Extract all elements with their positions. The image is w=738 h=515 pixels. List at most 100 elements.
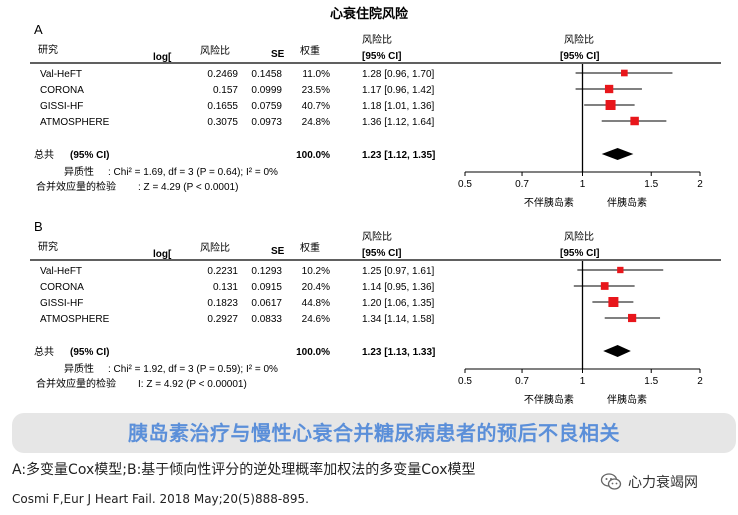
effect-test-text: I: Z = 4.92 (P < 0.00001): [138, 379, 247, 390]
header-ci-bottom: [95% CI]: [362, 248, 401, 259]
study-weight: 24.8%: [302, 117, 330, 128]
x-tick-label: 0.7: [515, 179, 529, 190]
total-ci: 1.23 [1.12, 1.35]: [362, 150, 435, 161]
header-plot-bottom: [95% CI]: [560, 248, 599, 259]
header-study: 研究: [38, 240, 58, 253]
header-se: SE: [271, 49, 285, 60]
study-loghr: 0.3075: [207, 117, 238, 128]
favours-left-label: 不伴胰岛素: [524, 393, 574, 406]
study-loghr: 0.2927: [207, 314, 238, 325]
study-ci: 1.18 [1.01, 1.36]: [362, 101, 435, 112]
header-loghr: log[: [153, 52, 172, 63]
study-ci: 1.28 [0.96, 1.70]: [362, 69, 435, 80]
study-marker: [617, 266, 624, 274]
study-marker: [630, 116, 639, 126]
x-tick-label: 0.5: [458, 376, 472, 387]
figure-title: 心衰住院风险: [330, 6, 409, 21]
study-loghr: 0.131: [213, 282, 238, 293]
total-label: 总共: [34, 345, 54, 358]
study-loghr: 0.157: [213, 85, 238, 96]
study-weight: 11.0%: [302, 69, 330, 80]
study-name: CORONA: [40, 282, 84, 293]
study-weight: 24.6%: [302, 314, 330, 325]
study-ci: 1.20 [1.06, 1.35]: [362, 298, 435, 309]
study-ci: 1.34 [1.14, 1.58]: [362, 314, 435, 325]
total-ci: 1.23 [1.13, 1.33]: [362, 347, 435, 358]
x-tick-label: 2: [697, 376, 703, 387]
study-weight: 23.5%: [302, 85, 330, 96]
brand-watermark: 心力衰竭网: [600, 471, 698, 493]
heterogeneity-label: 异质性: [64, 165, 94, 178]
study-se: 0.0973: [251, 117, 282, 128]
study-name: ATMOSPHERE: [40, 314, 110, 325]
effect-test-text: : Z = 4.29 (P < 0.0001): [138, 182, 238, 193]
header-ci-bottom: [95% CI]: [362, 51, 401, 62]
total-label: 总共: [34, 148, 54, 161]
study-ci: 1.17 [0.96, 1.42]: [362, 85, 435, 96]
citation: Cosmi F,Eur J Heart Fail. 2018 May;20(5)…: [12, 492, 309, 506]
x-tick-label: 1.5: [644, 376, 658, 387]
header-loghr: log[: [153, 249, 172, 260]
total-diamond: [603, 345, 631, 357]
header-weight: 权重: [300, 241, 320, 254]
total-diamond: [601, 148, 634, 160]
study-se: 0.0617: [251, 298, 282, 309]
study-se: 0.0833: [251, 314, 282, 325]
header-plot-top: 风险比: [564, 230, 594, 243]
total-weight: 100.0%: [296, 150, 330, 161]
study-name: Val-HeFT: [40, 266, 82, 277]
brand-name: 心力衰竭网: [628, 475, 698, 491]
heterogeneity-text: : Chi² = 1.69, df = 3 (P = 0.64); I² = 0…: [108, 167, 278, 178]
study-marker: [621, 69, 628, 77]
study-weight: 40.7%: [302, 101, 330, 112]
study-weight: 44.8%: [302, 298, 330, 309]
study-ci: 1.36 [1.12, 1.64]: [362, 117, 435, 128]
total-label-ci: (95% CI): [70, 150, 109, 161]
study-se: 0.1458: [251, 69, 282, 80]
study-loghr: 0.2469: [207, 69, 238, 80]
figure-caption: A:多变量Cox模型;B:基于倾向性评分的逆处理概率加权法的多变量Cox模型: [12, 462, 476, 478]
header-plot-top: 风险比: [564, 33, 594, 46]
study-loghr: 0.2231: [207, 266, 238, 277]
study-se: 0.0999: [251, 85, 282, 96]
total-weight: 100.0%: [296, 347, 330, 358]
favours-left-label: 不伴胰岛素: [524, 196, 574, 209]
header-plot-bottom: [95% CI]: [560, 51, 599, 62]
study-name: Val-HeFT: [40, 69, 82, 80]
study-marker: [605, 100, 616, 110]
favours-right-label: 伴胰岛素: [607, 393, 647, 406]
study-se: 0.1293: [251, 266, 282, 277]
study-se: 0.0915: [251, 282, 282, 293]
header-ci-top: 风险比: [362, 33, 392, 46]
x-tick-label: 0.7: [515, 376, 529, 387]
x-tick-label: 0.5: [458, 179, 472, 190]
heterogeneity-text: : Chi² = 1.92, df = 3 (P = 0.59); I² = 0…: [108, 364, 278, 375]
study-se: 0.0759: [251, 101, 282, 112]
header-study: 研究: [38, 43, 58, 56]
study-ci: 1.14 [0.95, 1.36]: [362, 282, 435, 293]
study-name: GISSI-HF: [40, 298, 83, 309]
study-name: CORONA: [40, 85, 84, 96]
header-se: SE: [271, 246, 285, 257]
study-marker: [608, 297, 619, 307]
x-tick-label: 2: [697, 179, 703, 190]
x-tick-label: 1: [580, 179, 586, 190]
header-hr: 风险比: [200, 44, 230, 57]
study-marker: [604, 84, 614, 94]
panel-label: A: [34, 22, 43, 37]
study-loghr: 0.1823: [207, 298, 238, 309]
conclusion-banner: 胰岛素治疗与慢性心衰合并糖尿病患者的预后不良相关: [12, 413, 736, 453]
header-hr: 风险比: [200, 241, 230, 254]
study-loghr: 0.1655: [207, 101, 238, 112]
header-ci-top: 风险比: [362, 230, 392, 243]
study-name: ATMOSPHERE: [40, 117, 110, 128]
study-weight: 20.4%: [302, 282, 330, 293]
x-tick-label: 1.5: [644, 179, 658, 190]
conclusion-text: 胰岛素治疗与慢性心衰合并糖尿病患者的预后不良相关: [128, 421, 620, 445]
study-ci: 1.25 [0.97, 1.61]: [362, 266, 435, 277]
study-weight: 10.2%: [302, 266, 330, 277]
study-marker: [628, 313, 637, 323]
effect-label: 合并效应量的检验: [36, 377, 116, 390]
heterogeneity-label: 异质性: [64, 362, 94, 375]
x-tick-label: 1: [580, 376, 586, 387]
